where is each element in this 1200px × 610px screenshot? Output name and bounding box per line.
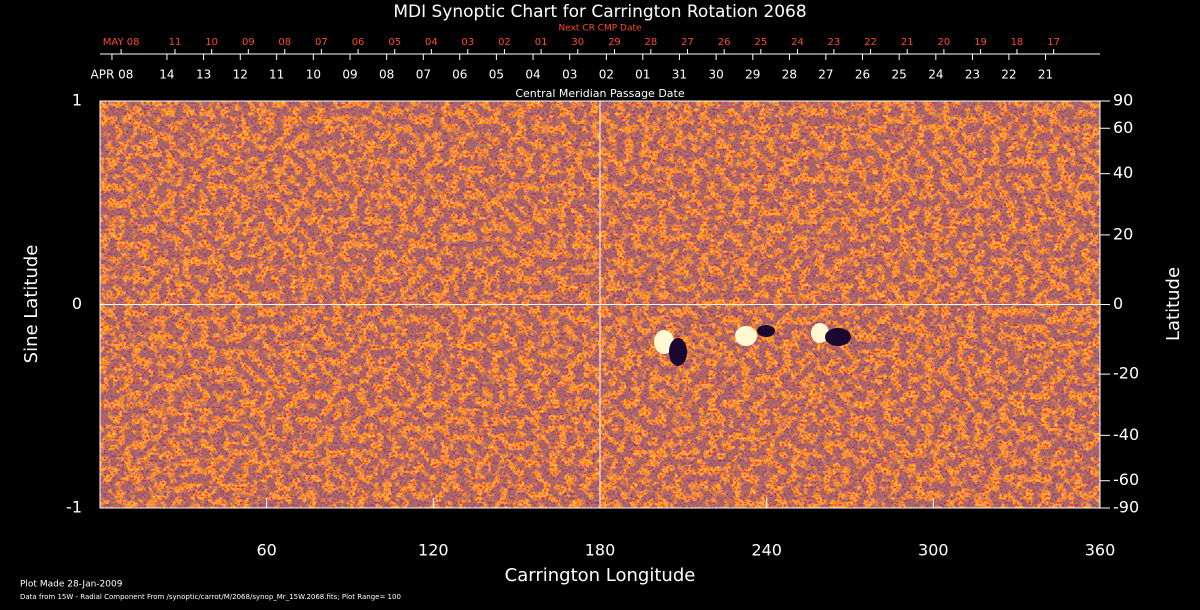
next-cmp-tick-label: 11 bbox=[169, 37, 182, 48]
next-cmp-tick-label: 19 bbox=[974, 37, 987, 48]
x-tick-label: 240 bbox=[751, 541, 782, 560]
next-cmp-tick-label: 29 bbox=[608, 37, 621, 48]
active-region bbox=[735, 326, 757, 346]
next-cmp-tick-label: 06 bbox=[352, 37, 365, 48]
cmp-tick-label: 12 bbox=[233, 68, 248, 82]
cmp-tick-label: 22 bbox=[1001, 68, 1016, 82]
x-tick-label: 60 bbox=[256, 541, 276, 560]
y2-tick-label: 40 bbox=[1113, 163, 1133, 182]
next-cmp-tick-label: 20 bbox=[938, 37, 951, 48]
cmp-tick-label: 29 bbox=[745, 68, 760, 82]
cmp-tick-label: 21 bbox=[1038, 68, 1053, 82]
y2-tick-label: 90 bbox=[1113, 91, 1133, 110]
next-cmp-tick-label: 26 bbox=[718, 37, 731, 48]
cmp-tick-label: 04 bbox=[525, 68, 540, 82]
next-cmp-tick-label: 28 bbox=[644, 37, 657, 48]
cmp-tick-label: 01 bbox=[635, 68, 650, 82]
next-cmp-tick-label: 03 bbox=[461, 37, 474, 48]
chart-title: MDI Synoptic Chart for Carrington Rotati… bbox=[393, 2, 806, 22]
footer-note: Data from 15W - Radial Component From /s… bbox=[20, 593, 401, 601]
next-cmp-tick-label: 09 bbox=[242, 37, 255, 48]
cmp-tick-label: 03 bbox=[562, 68, 577, 82]
next-cmp-tick-label: 08 bbox=[278, 37, 291, 48]
x-tick-label: 300 bbox=[918, 541, 949, 560]
cmp-tick-label: 28 bbox=[782, 68, 797, 82]
next-cmp-tick-label: 25 bbox=[754, 37, 767, 48]
next-cmp-tick-label: 02 bbox=[498, 37, 511, 48]
cmp-tick-label: 14 bbox=[159, 68, 174, 82]
y-tick-label: 0 bbox=[72, 294, 82, 313]
y-tick-label: -1 bbox=[66, 498, 82, 517]
cmp-tick-label: 25 bbox=[892, 68, 907, 82]
cmp-label: Central Meridian Passage Date bbox=[515, 87, 684, 100]
next-cmp-tick-label: 23 bbox=[828, 37, 841, 48]
next-cmp-tick-label: 24 bbox=[791, 37, 804, 48]
cmp-tick-label: 13 bbox=[196, 68, 211, 82]
y2-tick-label: 0 bbox=[1113, 294, 1123, 313]
y2-tick-label: -90 bbox=[1113, 498, 1139, 517]
next-cmp-label: Next CR CMP Date bbox=[558, 24, 642, 34]
y-axis-label: Sine Latitude bbox=[21, 245, 42, 364]
x-axis-label: Carrington Longitude bbox=[505, 565, 696, 586]
next-cmp-tick-label: 01 bbox=[535, 37, 548, 48]
next-cmp-tick-label: 17 bbox=[1047, 37, 1060, 48]
active-region bbox=[811, 323, 829, 343]
y2-tick-label: 20 bbox=[1113, 224, 1133, 243]
cmp-tick-label: 10 bbox=[306, 68, 321, 82]
cmp-tick-label: 02 bbox=[599, 68, 614, 82]
y2-tick-label: -60 bbox=[1113, 470, 1139, 489]
active-region bbox=[669, 338, 687, 366]
cmp-tick-label: 26 bbox=[855, 68, 870, 82]
y2-tick-label: -20 bbox=[1113, 364, 1139, 383]
active-region bbox=[654, 330, 674, 354]
cmp-tick-label: 23 bbox=[965, 68, 980, 82]
x-tick-label: 360 bbox=[1085, 541, 1116, 560]
next-cmp-tick-label: 05 bbox=[388, 37, 401, 48]
next-cmp-tick-label: 07 bbox=[315, 37, 328, 48]
cmp-tick-label: 24 bbox=[928, 68, 943, 82]
y2-axis-label: Latitude bbox=[1163, 267, 1184, 341]
x-tick-label: 120 bbox=[418, 541, 449, 560]
y2-tick-label: 60 bbox=[1113, 118, 1133, 137]
footer-note: Plot Made 28-Jan-2009 bbox=[20, 580, 123, 590]
next-cmp-tick-label: 04 bbox=[425, 37, 438, 48]
cmp-tick-label: 11 bbox=[269, 68, 284, 82]
cmp-tick-label: 30 bbox=[708, 68, 723, 82]
next-cmp-tick-label: 10 bbox=[205, 37, 218, 48]
cmp-tick-label: APR 08 bbox=[91, 68, 134, 82]
next-cmp-tick-label: 21 bbox=[901, 37, 914, 48]
cmp-tick-label: 08 bbox=[379, 68, 394, 82]
cmp-tick-label: 06 bbox=[452, 68, 467, 82]
next-cmp-tick-label: 30 bbox=[571, 37, 584, 48]
y2-tick-label: -40 bbox=[1113, 425, 1139, 444]
active-region bbox=[757, 325, 775, 337]
cmp-tick-label: 07 bbox=[416, 68, 431, 82]
x-tick-label: 180 bbox=[585, 541, 616, 560]
cmp-tick-label: 31 bbox=[672, 68, 687, 82]
next-cmp-tick-label: MAY 08 bbox=[103, 37, 140, 48]
y-tick-label: 1 bbox=[72, 91, 82, 110]
cmp-tick-label: 09 bbox=[342, 68, 357, 82]
cmp-tick-label: 05 bbox=[489, 68, 504, 82]
next-cmp-tick-label: 18 bbox=[1011, 37, 1024, 48]
next-cmp-tick-label: 22 bbox=[864, 37, 877, 48]
active-region bbox=[825, 328, 851, 346]
next-cmp-tick-label: 27 bbox=[681, 37, 694, 48]
cmp-tick-label: 27 bbox=[818, 68, 833, 82]
